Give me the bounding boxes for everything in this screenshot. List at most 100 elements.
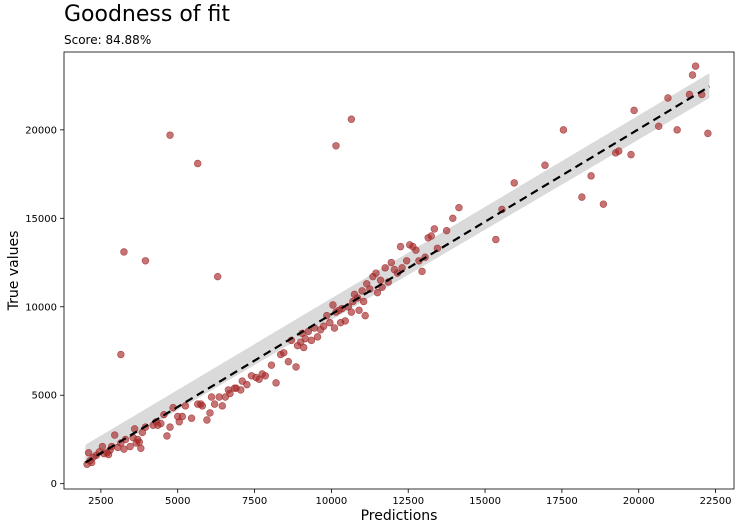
- plot-frame: [63, 51, 735, 490]
- data-point: [166, 423, 174, 431]
- data-point: [126, 442, 134, 451]
- x-tick-label: 10000: [315, 496, 347, 507]
- data-point: [664, 94, 672, 102]
- data-point: [627, 150, 635, 159]
- data-point: [301, 334, 309, 343]
- data-point: [292, 363, 300, 371]
- data-point: [587, 172, 595, 180]
- x-tick-label: 22500: [700, 496, 732, 507]
- data-point: [320, 322, 328, 330]
- chart-subtitle: Score: 84.88%: [64, 33, 152, 47]
- data-point: [381, 264, 389, 272]
- data-point: [492, 235, 500, 244]
- data-point: [261, 372, 270, 380]
- data-point: [98, 442, 107, 451]
- data-point: [284, 357, 293, 366]
- data-point: [398, 264, 406, 272]
- data-point: [166, 131, 174, 139]
- data-point: [198, 402, 207, 410]
- data-point: [615, 147, 623, 155]
- data-point: [135, 438, 143, 446]
- data-point: [430, 225, 439, 233]
- data-point: [578, 193, 586, 201]
- data-point: [402, 257, 411, 265]
- data-point: [141, 257, 150, 265]
- data-point: [181, 402, 190, 410]
- data-point: [329, 301, 337, 309]
- data-point: [280, 349, 288, 357]
- x-axis-label: Predictions: [361, 508, 438, 524]
- data-point: [387, 258, 396, 267]
- data-point: [120, 248, 128, 256]
- data-point: [206, 409, 214, 417]
- data-point: [193, 159, 202, 168]
- data-point: [326, 318, 334, 327]
- data-point: [396, 242, 405, 251]
- data-point: [688, 71, 697, 79]
- data-point: [541, 161, 549, 169]
- data-point: [372, 269, 380, 277]
- x-tick-label: 17500: [546, 496, 578, 507]
- data-point: [207, 393, 216, 401]
- data-point: [226, 389, 234, 398]
- data-point: [307, 336, 316, 345]
- data-point: [366, 285, 374, 293]
- data-point: [267, 361, 276, 369]
- data-point: [243, 380, 251, 389]
- data-point: [187, 414, 196, 422]
- data-point: [455, 203, 463, 212]
- data-point: [510, 179, 518, 187]
- data-point: [358, 287, 366, 295]
- data-point: [418, 267, 426, 276]
- data-point: [373, 288, 382, 297]
- data-point: [704, 129, 712, 138]
- data-point: [347, 115, 356, 123]
- data-point: [130, 425, 139, 433]
- data-point: [355, 306, 363, 315]
- y-tick-label: 20000: [25, 125, 57, 136]
- data-point: [673, 126, 681, 134]
- data-point: [215, 393, 223, 401]
- data-point: [427, 232, 435, 240]
- data-point: [111, 431, 119, 439]
- data-point: [433, 244, 442, 253]
- data-point: [120, 445, 128, 453]
- data-point: [210, 400, 219, 408]
- data-point: [655, 122, 663, 131]
- data-point: [237, 386, 245, 394]
- data-point: [630, 106, 638, 115]
- data-point: [559, 126, 568, 134]
- data-point: [313, 333, 322, 341]
- data-point: [599, 200, 608, 208]
- data-point: [304, 327, 313, 336]
- data-point: [163, 432, 171, 440]
- data-point: [84, 449, 93, 457]
- data-point: [137, 444, 145, 453]
- data-point: [178, 412, 187, 421]
- data-point: [117, 350, 125, 359]
- data-point: [347, 308, 356, 316]
- data-point: [691, 62, 700, 70]
- x-tick-label: 20000: [623, 496, 655, 507]
- x-tick-label: 2500: [88, 496, 113, 507]
- data-point: [442, 226, 451, 235]
- y-axis-label: True values: [6, 231, 22, 312]
- data-point: [359, 297, 368, 306]
- y-tick-label: 0: [51, 479, 57, 490]
- data-point: [376, 276, 385, 284]
- x-tick-label: 7500: [242, 496, 267, 507]
- x-tick-label: 15000: [469, 496, 501, 507]
- y-tick-label: 5000: [32, 391, 57, 402]
- regression-line: [84, 85, 710, 464]
- y-tick-label: 10000: [25, 302, 57, 313]
- data-point: [361, 311, 369, 320]
- data-point: [341, 317, 349, 325]
- data-point: [449, 214, 457, 223]
- data-point: [203, 416, 211, 424]
- data-point: [272, 379, 280, 387]
- data-point: [300, 343, 308, 352]
- data-point: [332, 142, 340, 150]
- data-point: [412, 246, 420, 254]
- y-tick-label: 15000: [25, 214, 57, 225]
